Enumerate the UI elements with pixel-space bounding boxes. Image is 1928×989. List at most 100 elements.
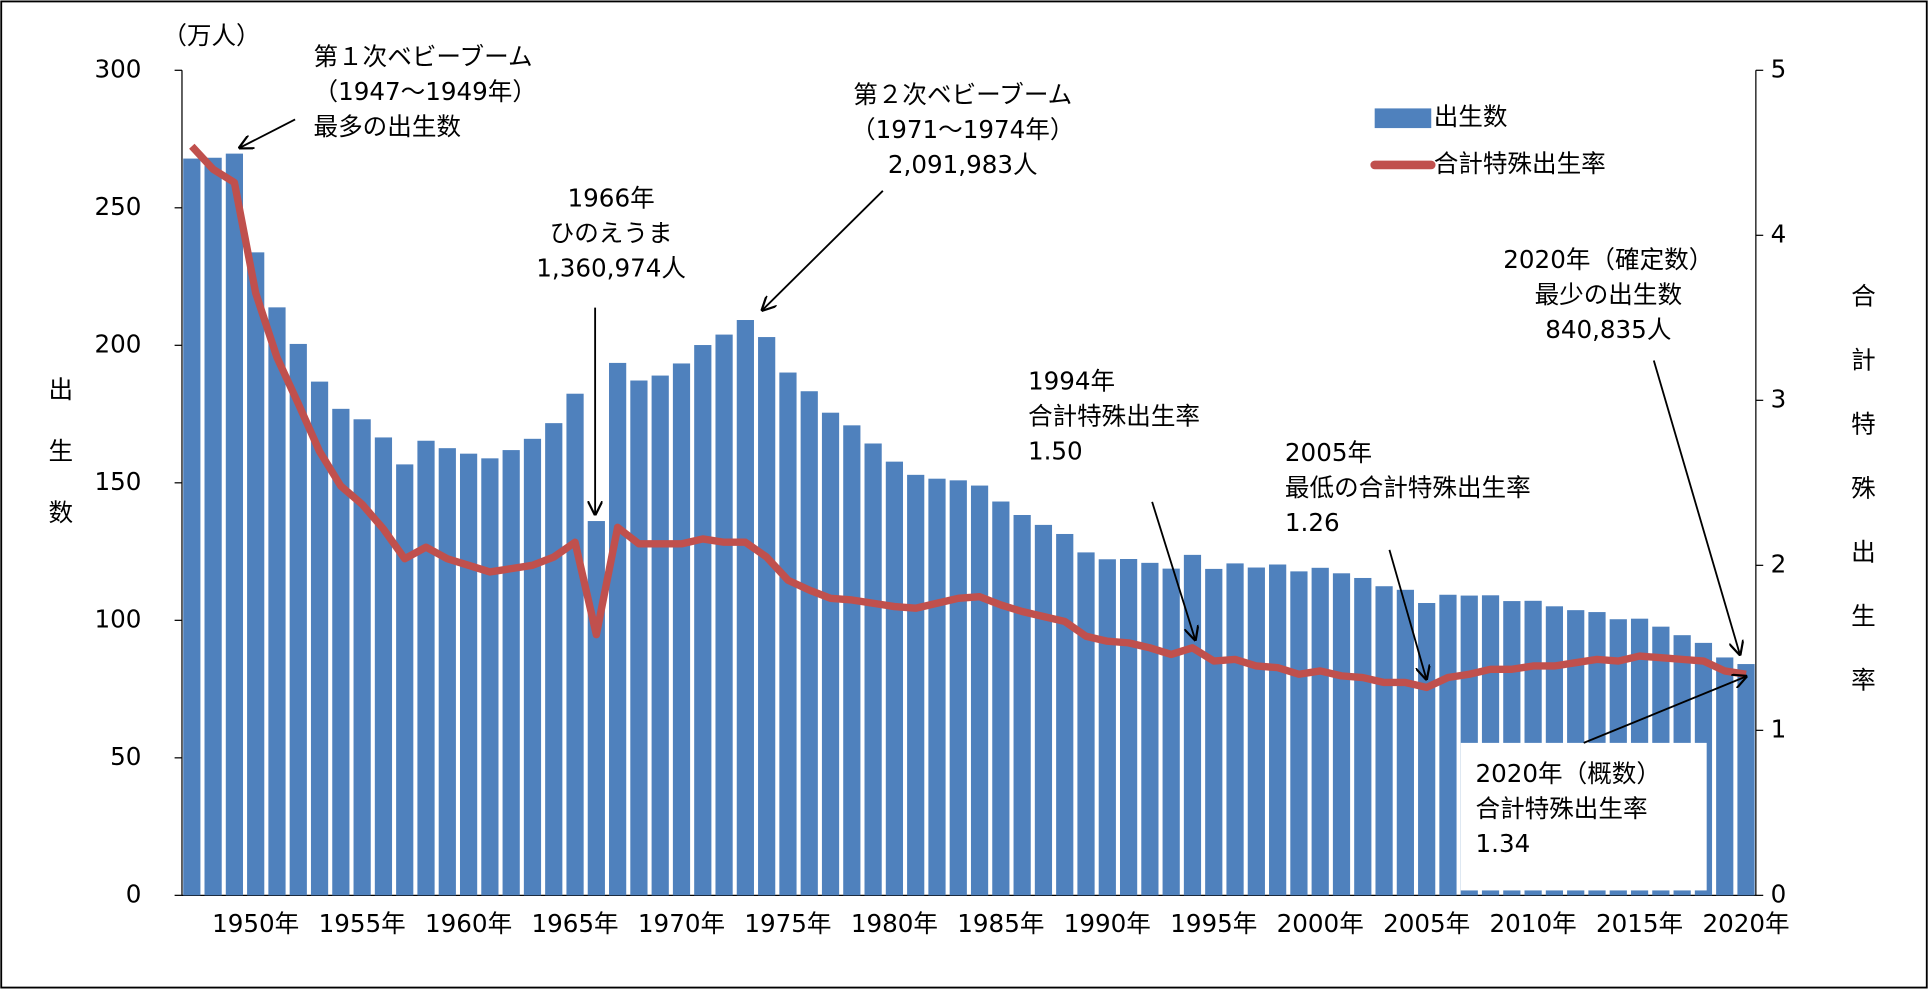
bar <box>1162 568 1180 896</box>
x-tick-label: 1950年 <box>212 909 299 938</box>
bar <box>672 363 691 896</box>
bar <box>459 453 478 896</box>
annotation: （1947～1949年） <box>314 77 537 106</box>
annotation: 840,835人 <box>1545 315 1671 344</box>
bar <box>1119 558 1138 896</box>
bar <box>502 450 520 896</box>
bar <box>885 461 904 896</box>
annotation: 合計特殊出生率 <box>1028 402 1200 431</box>
bar <box>1077 552 1095 896</box>
bar <box>1332 573 1351 896</box>
annotation: 1.34 <box>1476 829 1531 858</box>
bar <box>1375 586 1393 896</box>
bar <box>821 412 840 896</box>
y-tick-label: 200 <box>94 329 141 358</box>
x-tick-label: 2010年 <box>1490 909 1577 938</box>
y2-tick-label: 1 <box>1771 714 1787 743</box>
bar <box>353 419 371 896</box>
bar <box>374 437 393 896</box>
x-tick-label: 1975年 <box>744 909 831 938</box>
bar <box>396 464 414 896</box>
y2-tick-label: 3 <box>1771 384 1787 413</box>
x-tick-label: 1970年 <box>638 909 725 938</box>
annotation: 1,360,974人 <box>536 253 686 282</box>
bar <box>545 423 563 896</box>
bar <box>1141 562 1159 896</box>
bar <box>438 448 456 896</box>
annotation: 最低の合計特殊出生率 <box>1285 473 1531 502</box>
bar <box>417 440 435 896</box>
bar <box>268 307 286 896</box>
annotation-arrow <box>762 190 884 310</box>
x-tick-label: 2005年 <box>1383 909 1470 938</box>
bar <box>928 478 946 896</box>
annotation-box <box>1460 742 1707 891</box>
annotation-arrow <box>1652 360 1740 654</box>
bar <box>864 443 882 896</box>
y-tick-label: 300 <box>94 54 141 83</box>
annotation: 1994年 <box>1028 367 1115 396</box>
bar <box>715 334 733 896</box>
bar <box>1034 524 1053 896</box>
bar <box>1247 567 1265 896</box>
annotation-arrow <box>240 118 296 147</box>
y-tick-label: 0 <box>126 879 142 908</box>
bar <box>247 252 265 896</box>
y2-tick-label: 4 <box>1771 219 1787 248</box>
bar <box>970 485 989 896</box>
annotation: 1966年 <box>568 183 655 212</box>
y-tick-label: 150 <box>94 467 141 496</box>
x-tick-label: 1985年 <box>957 909 1044 938</box>
bar <box>204 157 222 896</box>
annotation: 2020年（概数） <box>1476 759 1661 788</box>
x-tick-label: 1960年 <box>425 909 512 938</box>
y-tick-label: 100 <box>94 604 141 633</box>
bar <box>1269 564 1287 896</box>
bar <box>651 375 669 896</box>
bar <box>1183 554 1202 896</box>
bar <box>225 153 244 896</box>
bar <box>1205 568 1223 896</box>
y2-tick-label: 2 <box>1771 549 1787 578</box>
bar <box>523 438 542 896</box>
x-tick-label: 1965年 <box>531 909 618 938</box>
annotation-arrow <box>1388 549 1426 679</box>
legend-label: 出生数 <box>1434 102 1508 131</box>
legend-label: 合計特殊出生率 <box>1434 149 1606 178</box>
bar <box>587 521 605 896</box>
bar <box>907 474 925 896</box>
y2-tick-label: 5 <box>1771 54 1787 83</box>
bar <box>609 362 627 896</box>
x-tick-label: 1990年 <box>1064 909 1151 938</box>
bar <box>736 320 754 896</box>
bar <box>566 393 584 896</box>
bar <box>779 372 797 896</box>
x-tick-label: 2000年 <box>1277 909 1364 938</box>
annotation: 第１次ベビーブーム <box>314 42 533 71</box>
bar <box>1396 589 1414 896</box>
annotation: 1.50 <box>1028 437 1083 466</box>
bar <box>843 425 861 896</box>
y-tick-label: 250 <box>94 192 141 221</box>
bar <box>289 343 307 896</box>
bar <box>1098 559 1116 896</box>
annotation: 最少の出生数 <box>1535 280 1682 309</box>
bar <box>630 380 648 896</box>
annotation: 2020年（確定数） <box>1503 245 1713 274</box>
bar <box>758 337 776 896</box>
y-axis-unit: （万人） <box>162 21 260 50</box>
bar <box>1439 594 1457 896</box>
annotation: 2,091,983人 <box>888 150 1038 179</box>
bar <box>1354 577 1372 896</box>
bar <box>800 391 818 896</box>
bar <box>332 408 350 896</box>
annotation-arrow <box>1583 676 1746 744</box>
y-tick-label: 50 <box>110 742 141 771</box>
bar <box>1418 603 1436 896</box>
x-tick-label: 2020年 <box>1702 909 1789 938</box>
bar <box>1716 657 1734 896</box>
bar <box>949 480 967 896</box>
x-tick-label: 1995年 <box>1170 909 1257 938</box>
line <box>189 143 1747 692</box>
